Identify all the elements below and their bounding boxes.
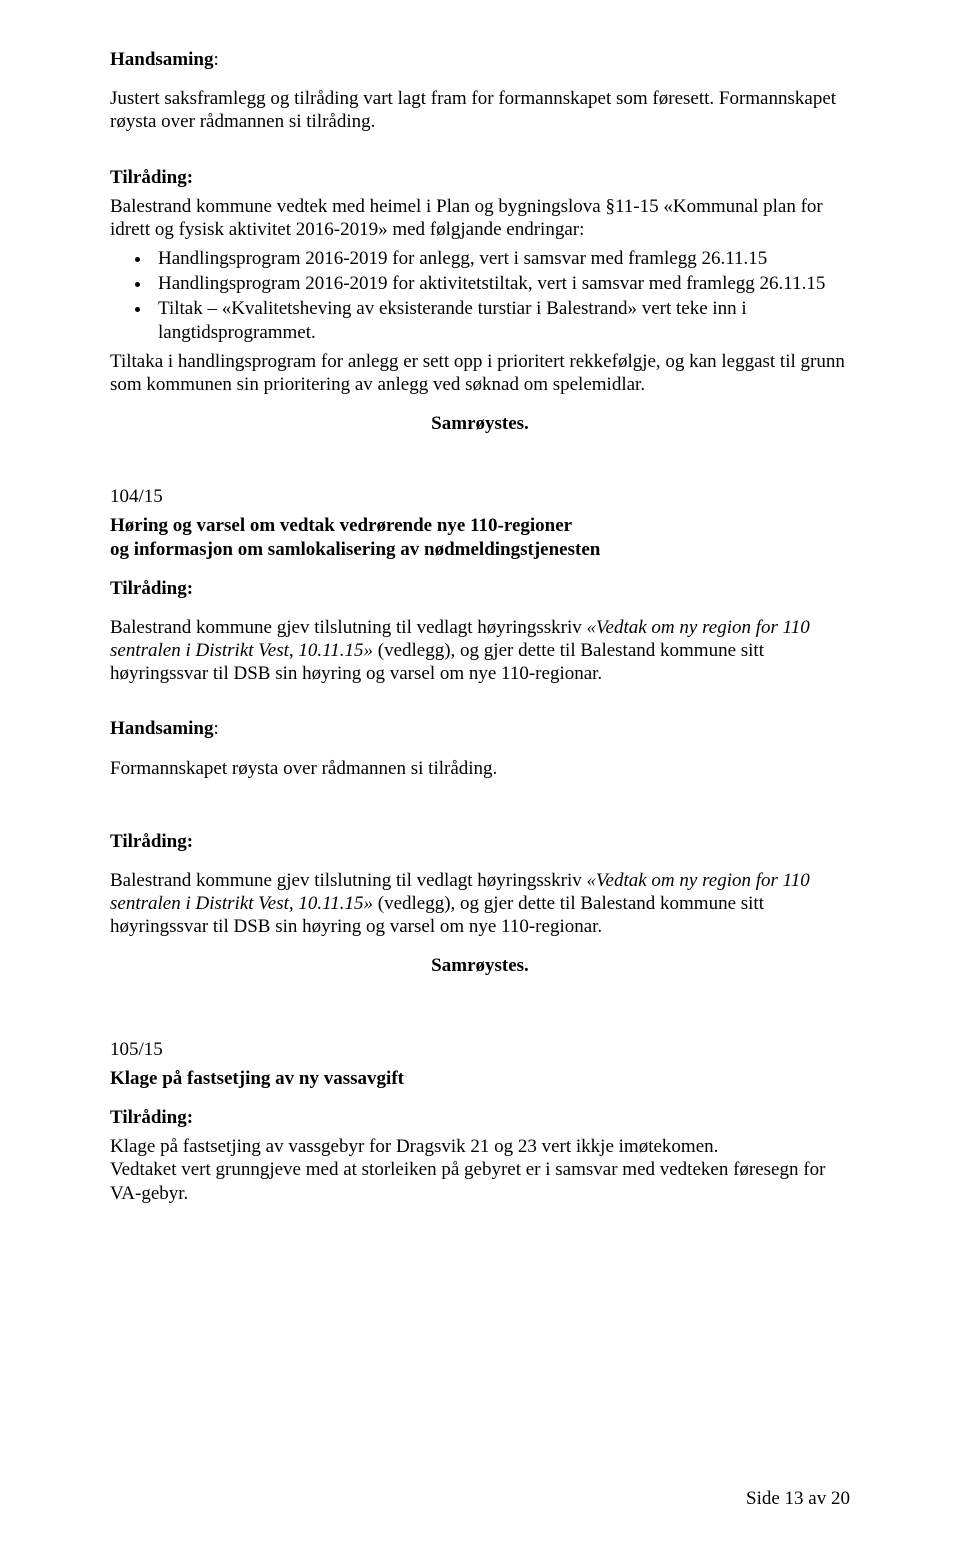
heading-tilrading: Tilråding: xyxy=(110,577,850,600)
text: Balestrand kommune gjev tilslutning til … xyxy=(110,870,587,891)
bullet-item: Handlingsprogram 2016-2019 for aktivitet… xyxy=(152,272,850,295)
paragraph: Balestrand kommune gjev tilslutning til … xyxy=(110,869,850,939)
bullet-list: Handlingsprogram 2016-2019 for anlegg, v… xyxy=(110,247,850,344)
vote-result: Samrøystes. xyxy=(110,954,850,977)
label: Handsaming xyxy=(110,49,213,70)
case-title: Klage på fastsetjing av ny vassavgift xyxy=(110,1067,850,1090)
paragraph: Tiltaka i handlingsprogram for anlegg er… xyxy=(110,350,850,396)
paragraph: Klage på fastsetjing av vassgebyr for Dr… xyxy=(110,1135,850,1158)
paragraph: Vedtaket vert grunngjeve med at storleik… xyxy=(110,1158,850,1204)
paragraph: Balestrand kommune vedtek med heimel i P… xyxy=(110,195,850,241)
vote-result: Samrøystes. xyxy=(110,412,850,435)
colon: : xyxy=(213,718,218,739)
document-page: Handsaming: Justert saksframlegg og tilr… xyxy=(0,0,960,1546)
text: Balestrand kommune gjev tilslutning til … xyxy=(110,617,587,638)
case-title-line1: Høring og varsel om vedtak vedrørende ny… xyxy=(110,514,850,537)
colon: : xyxy=(213,49,218,70)
bullet-item: Handlingsprogram 2016-2019 for anlegg, v… xyxy=(152,247,850,270)
paragraph: Balestrand kommune gjev tilslutning til … xyxy=(110,616,850,686)
heading-tilrading: Tilråding: xyxy=(110,166,850,189)
heading-tilrading: Tilråding: xyxy=(110,830,850,853)
case-number: 104/15 xyxy=(110,485,850,508)
heading-handsaming: Handsaming: xyxy=(110,717,850,740)
paragraph: Justert saksframlegg og tilråding vart l… xyxy=(110,87,850,133)
case-number: 105/15 xyxy=(110,1038,850,1061)
bullet-item: Tiltak – «Kvalitetsheving av eksisterand… xyxy=(152,297,850,343)
label: Handsaming xyxy=(110,718,213,739)
paragraph: Formannskapet røysta over rådmannen si t… xyxy=(110,757,850,780)
case-title-line2: og informasjon om samlokalisering av nød… xyxy=(110,538,850,561)
heading-handsaming: Handsaming: xyxy=(110,48,850,71)
page-footer: Side 13 av 20 xyxy=(746,1487,850,1510)
heading-tilrading: Tilråding: xyxy=(110,1106,850,1129)
